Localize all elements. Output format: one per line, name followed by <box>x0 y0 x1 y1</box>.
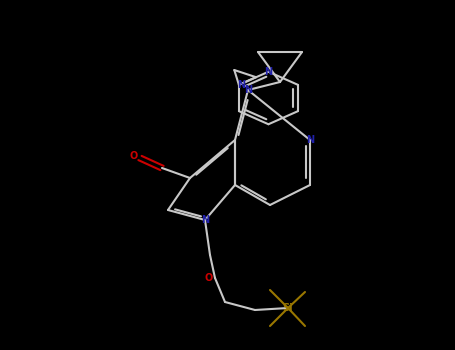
Text: N: N <box>201 215 209 225</box>
Text: O: O <box>129 151 137 161</box>
Text: O: O <box>204 273 212 283</box>
Text: N: N <box>237 80 245 90</box>
Text: N: N <box>264 67 273 77</box>
Text: N: N <box>244 85 252 95</box>
Text: Si: Si <box>283 303 293 313</box>
Text: N: N <box>306 135 314 145</box>
